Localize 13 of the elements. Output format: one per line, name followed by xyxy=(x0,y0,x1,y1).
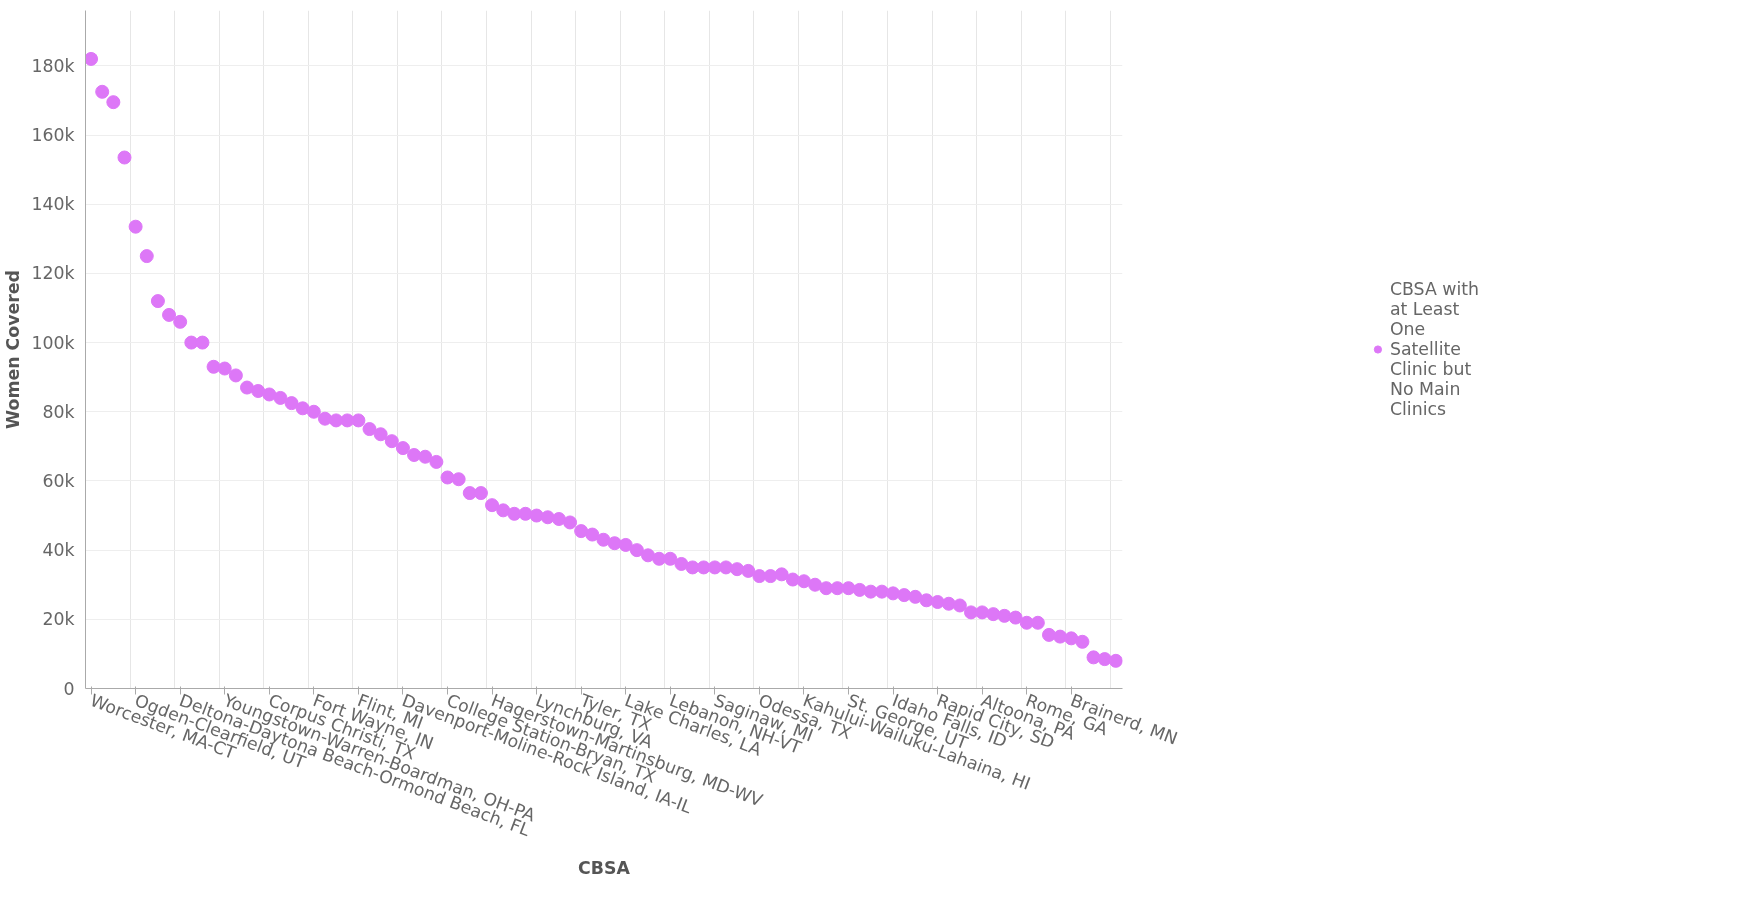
y-tick-label: 100k xyxy=(31,332,75,353)
y-axis-title: Women Covered xyxy=(3,270,24,429)
y-tick-label: 60k xyxy=(42,470,75,491)
y-tick-label: 160k xyxy=(31,125,75,146)
y-tick-label: 80k xyxy=(42,401,75,422)
y-tick-label: 120k xyxy=(31,263,75,284)
y-tick-label: 20k xyxy=(42,609,75,630)
y-tick-label: 140k xyxy=(31,194,75,215)
x-axis-title: CBSA xyxy=(578,857,631,878)
legend-label: CBSA with at Least One Satellite Clinic but No Main Clinics xyxy=(1389,279,1480,419)
y-tick-label: 0 xyxy=(63,678,75,699)
y-tick-label: 180k xyxy=(31,55,75,76)
y-tick-label: 40k xyxy=(42,540,75,561)
